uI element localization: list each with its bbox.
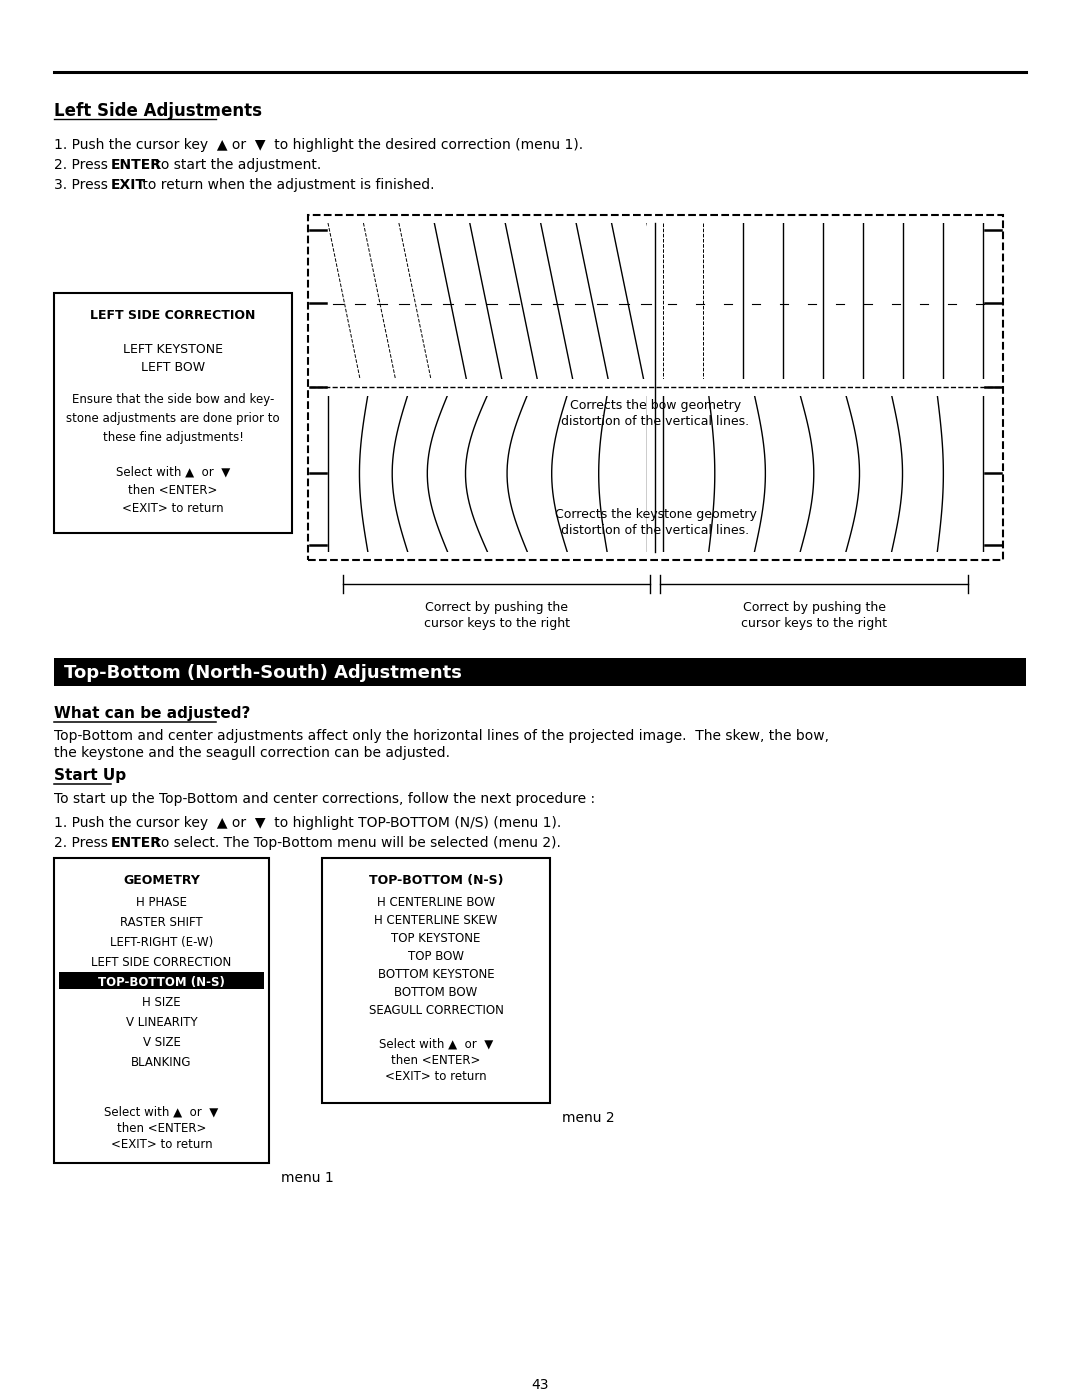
Text: ENTER: ENTER [111, 158, 162, 172]
Text: BOTTOM BOW: BOTTOM BOW [394, 986, 477, 999]
FancyBboxPatch shape [59, 972, 264, 989]
Text: SEAGULL CORRECTION: SEAGULL CORRECTION [368, 1004, 503, 1017]
FancyBboxPatch shape [54, 858, 269, 1162]
Text: 2. Press: 2. Press [54, 835, 112, 849]
Text: Corrects the keystone geometry: Corrects the keystone geometry [554, 509, 756, 521]
Text: Corrects the bow geometry: Corrects the bow geometry [570, 400, 741, 412]
Text: ENTER: ENTER [111, 835, 162, 849]
Text: H PHASE: H PHASE [136, 895, 187, 909]
Text: V SIZE: V SIZE [143, 1037, 180, 1049]
Text: to select. The Top-Bottom menu will be selected (menu 2).: to select. The Top-Bottom menu will be s… [151, 835, 561, 849]
Text: Select with ▲  or  ▼: Select with ▲ or ▼ [105, 1106, 218, 1119]
Text: TOP-BOTTOM (N-S): TOP-BOTTOM (N-S) [368, 875, 503, 887]
Text: LEFT SIDE CORRECTION: LEFT SIDE CORRECTION [91, 309, 256, 321]
Text: distortion of the vertical lines.: distortion of the vertical lines. [562, 524, 750, 536]
Text: then <ENTER>: then <ENTER> [117, 1122, 206, 1134]
FancyBboxPatch shape [54, 658, 1026, 686]
Text: BLANKING: BLANKING [132, 1056, 192, 1069]
Text: 1. Push the cursor key  ▲ or  ▼  to highlight the desired correction (menu 1).: 1. Push the cursor key ▲ or ▼ to highlig… [54, 138, 583, 152]
Text: <EXIT> to return: <EXIT> to return [110, 1139, 213, 1151]
Text: Top-Bottom (North-South) Adjustments: Top-Bottom (North-South) Adjustments [64, 664, 462, 682]
FancyBboxPatch shape [54, 293, 292, 534]
Text: What can be adjusted?: What can be adjusted? [54, 705, 251, 721]
Text: LEFT BOW: LEFT BOW [140, 360, 205, 374]
Text: BOTTOM KEYSTONE: BOTTOM KEYSTONE [378, 968, 495, 981]
Text: Select with ▲  or  ▼: Select with ▲ or ▼ [116, 467, 230, 479]
Text: Correct by pushing the: Correct by pushing the [426, 601, 568, 615]
Text: cursor keys to the right: cursor keys to the right [741, 617, 888, 630]
Text: then <ENTER>: then <ENTER> [391, 1053, 481, 1067]
FancyBboxPatch shape [308, 215, 1003, 560]
Text: To start up the Top-Bottom and center corrections, follow the next procedure :: To start up the Top-Bottom and center co… [54, 792, 595, 806]
Text: GEOMETRY: GEOMETRY [123, 875, 200, 887]
Text: TOP KEYSTONE: TOP KEYSTONE [391, 932, 481, 944]
Text: 1. Push the cursor key  ▲ or  ▼  to highlight TOP-BOTTOM (N/S) (menu 1).: 1. Push the cursor key ▲ or ▼ to highlig… [54, 816, 562, 830]
Text: H CENTERLINE BOW: H CENTERLINE BOW [377, 895, 495, 909]
Text: H SIZE: H SIZE [143, 996, 180, 1009]
Text: cursor keys to the right: cursor keys to the right [423, 617, 570, 630]
Text: menu 1: menu 1 [281, 1171, 334, 1185]
Text: LEFT KEYSTONE: LEFT KEYSTONE [123, 344, 222, 356]
Text: Left Side Adjustments: Left Side Adjustments [54, 102, 262, 120]
FancyBboxPatch shape [322, 858, 550, 1104]
Text: Top-Bottom and center adjustments affect only the horizontal lines of the projec: Top-Bottom and center adjustments affect… [54, 729, 829, 743]
Text: LEFT SIDE CORRECTION: LEFT SIDE CORRECTION [92, 956, 231, 970]
Text: Correct by pushing the: Correct by pushing the [743, 601, 886, 615]
Text: 2. Press: 2. Press [54, 158, 112, 172]
Text: H CENTERLINE SKEW: H CENTERLINE SKEW [375, 914, 498, 928]
Text: Select with ▲  or  ▼: Select with ▲ or ▼ [379, 1038, 494, 1051]
Text: distortion of the vertical lines.: distortion of the vertical lines. [562, 415, 750, 427]
Text: then <ENTER>: then <ENTER> [129, 483, 218, 497]
Text: 43: 43 [531, 1377, 549, 1391]
Text: EXIT: EXIT [111, 177, 146, 191]
Text: Ensure that the side bow and key-
stone adjustments are done prior to
these fine: Ensure that the side bow and key- stone … [66, 393, 280, 444]
Text: <EXIT> to return: <EXIT> to return [122, 502, 224, 515]
Text: RASTER SHIFT: RASTER SHIFT [120, 916, 203, 929]
Text: menu 2: menu 2 [562, 1111, 615, 1125]
Text: LEFT-RIGHT (E-W): LEFT-RIGHT (E-W) [110, 936, 213, 949]
Text: TOP BOW: TOP BOW [408, 950, 464, 963]
Text: to return when the adjustment is finished.: to return when the adjustment is finishe… [138, 177, 434, 191]
Text: TOP-BOTTOM (N-S): TOP-BOTTOM (N-S) [98, 977, 225, 989]
Text: Start Up: Start Up [54, 768, 126, 782]
Text: <EXIT> to return: <EXIT> to return [386, 1070, 487, 1083]
Text: V LINEARITY: V LINEARITY [125, 1016, 198, 1030]
Text: 3. Press: 3. Press [54, 177, 112, 191]
Text: the keystone and the seagull correction can be adjusted.: the keystone and the seagull correction … [54, 746, 450, 760]
Text: to start the adjustment.: to start the adjustment. [151, 158, 321, 172]
